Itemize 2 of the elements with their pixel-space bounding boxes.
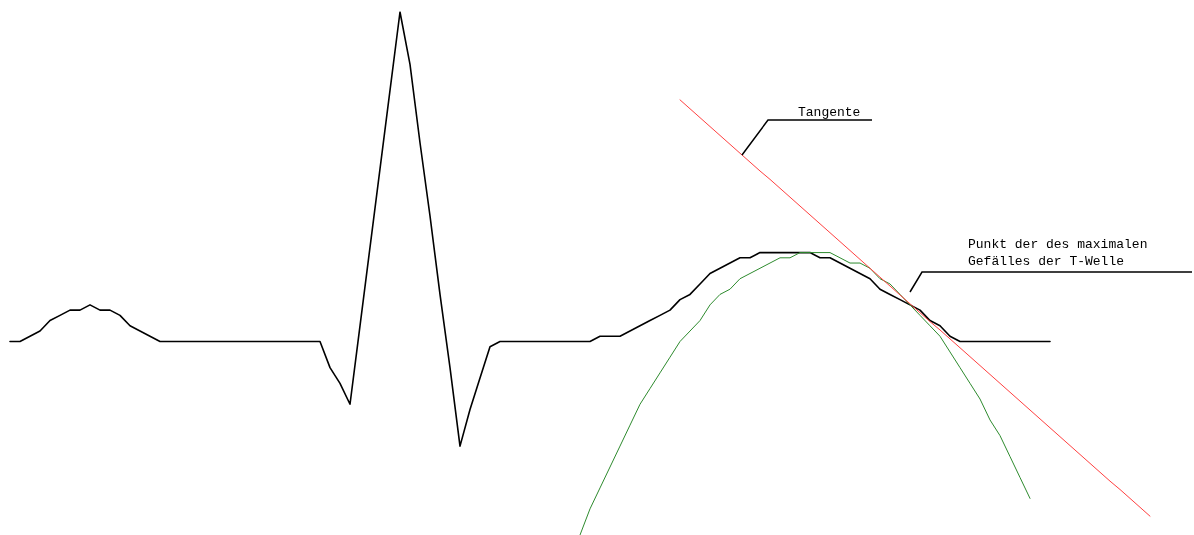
annotation: Punkt der des maximalen Gefälles der T-Welle bbox=[968, 237, 1148, 269]
annotation: Tangente bbox=[798, 105, 861, 120]
